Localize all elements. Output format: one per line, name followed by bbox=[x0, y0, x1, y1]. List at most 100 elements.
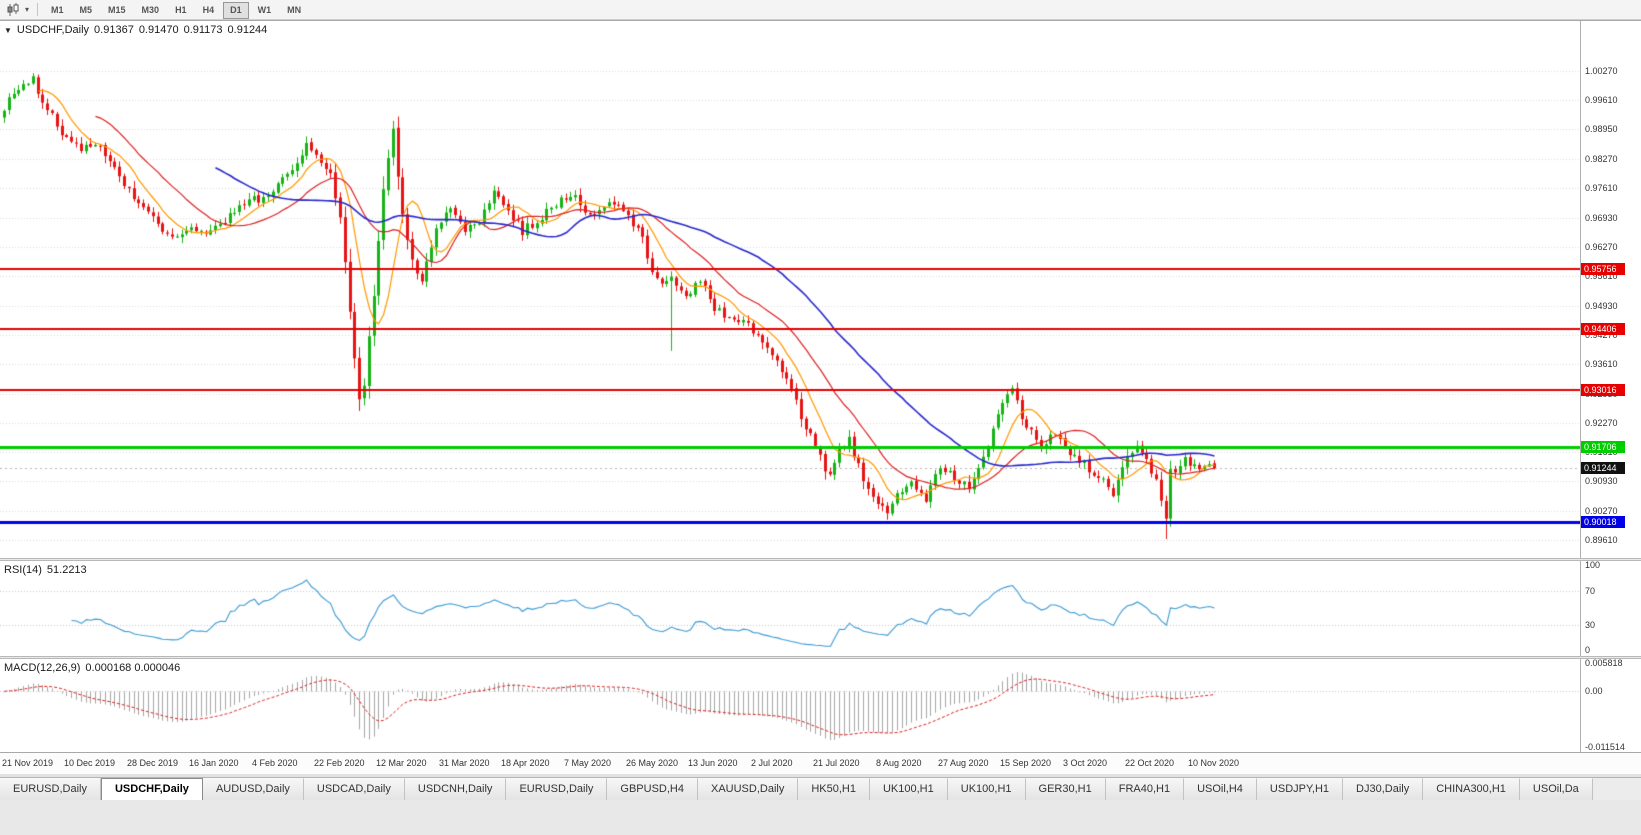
time-axis-label: 16 Jan 2020 bbox=[189, 758, 239, 768]
rsi-title: RSI(14) 51.2213 bbox=[4, 564, 87, 576]
time-axis-label: 4 Feb 2020 bbox=[252, 758, 298, 768]
time-axis-label: 15 Sep 2020 bbox=[1000, 758, 1052, 768]
timeframe-button-mn[interactable]: MN bbox=[287, 5, 302, 15]
chart-tab-uk100-h1[interactable]: UK100,H1 bbox=[947, 778, 1026, 800]
time-axis-label: 22 Feb 2020 bbox=[314, 758, 365, 768]
rsi-indicator-label: RSI(14) bbox=[4, 564, 42, 576]
chart-tab-eurusd-daily[interactable]: EURUSD,Daily bbox=[506, 778, 608, 800]
ohlc-high-value: 0.91470 bbox=[138, 24, 179, 36]
price-axis-tick: 0.95610 bbox=[1585, 270, 1618, 281]
pane-splitter-macd[interactable] bbox=[0, 656, 1641, 659]
chart-tab-usdchf-daily[interactable]: USDCHF,Daily bbox=[100, 778, 203, 800]
time-axis-label: 2 Jul 2020 bbox=[751, 758, 793, 768]
price-axis-tick: 0.94930 bbox=[1585, 300, 1618, 311]
time-axis-label: 10 Dec 2019 bbox=[64, 758, 116, 768]
rsi-chart-canvas[interactable] bbox=[0, 561, 1580, 656]
time-axis-label: 18 Apr 2020 bbox=[501, 758, 550, 768]
chart-tab-hk50-h1[interactable]: HK50,H1 bbox=[798, 778, 870, 800]
timeframe-button-m30[interactable]: M30 bbox=[141, 5, 160, 15]
price-axis-tick: 0.90270 bbox=[1585, 505, 1618, 516]
hline-price-tag: 0.93016 bbox=[1581, 383, 1625, 396]
time-axis-label: 28 Dec 2019 bbox=[127, 758, 179, 768]
chart-tab-audusd-daily[interactable]: AUDUSD,Daily bbox=[202, 778, 304, 800]
timeframe-button-h1[interactable]: H1 bbox=[175, 5, 187, 15]
hline-price-tag: 0.95756 bbox=[1581, 263, 1625, 276]
chart-tab-dj30-daily[interactable]: DJ30,Daily bbox=[1343, 778, 1424, 800]
timeframe-button-m5[interactable]: M5 bbox=[79, 5, 93, 15]
price-axis-tick: 0.98270 bbox=[1585, 153, 1618, 164]
chart-tab-gbpusd-h4[interactable]: GBPUSD,H4 bbox=[607, 778, 698, 800]
candlestick-chart-type-icon[interactable] bbox=[4, 2, 22, 18]
chart-symbol-label: USDCHF,Daily bbox=[16, 24, 90, 36]
macd-pane: MACD(12,26,9) 0.000168 0.000046 0.005818… bbox=[0, 658, 1641, 752]
time-axis-label: 26 May 2020 bbox=[626, 758, 679, 768]
ohlc-open-value: 0.91367 bbox=[94, 24, 134, 36]
chart-tab-uk100-h1[interactable]: UK100,H1 bbox=[869, 778, 948, 800]
price-chart-canvas[interactable] bbox=[0, 21, 1580, 558]
macd-axis[interactable]: 0.005818 0.00 -0.011514 bbox=[1580, 658, 1641, 752]
price-axis[interactable]: 1.00270 0.99610 0.98950 0.98270 0.97610 0.969… bbox=[1580, 21, 1641, 558]
price-axis-tick: 0.96930 bbox=[1585, 212, 1618, 223]
macd-axis-tick: -0.011514 bbox=[1585, 742, 1625, 752]
chart-tab-usdcnh-daily[interactable]: USDCNH,Daily bbox=[404, 778, 507, 800]
chart-tab-usdcad-daily[interactable]: USDCAD,Daily bbox=[303, 778, 405, 800]
time-axis-label: 8 Aug 2020 bbox=[876, 758, 922, 768]
macd-axis-tick: 0.005818 bbox=[1585, 658, 1623, 668]
rsi-axis-tick: 0 bbox=[1585, 645, 1591, 655]
rsi-axis-tick: 70 bbox=[1585, 585, 1596, 596]
price-axis-tick: 0.92270 bbox=[1585, 417, 1618, 428]
chart-tab-ger30-h1[interactable]: GER30,H1 bbox=[1025, 778, 1106, 800]
chart-type-dropdown-icon[interactable]: ▾ bbox=[24, 5, 29, 14]
chart-tab-eurusd-daily[interactable]: EURUSD,Daily bbox=[0, 778, 101, 800]
price-axis-tick: 0.93610 bbox=[1585, 358, 1618, 369]
time-axis-label: 27 Aug 2020 bbox=[938, 758, 989, 768]
chart-tab-usdjpy-h1[interactable]: USDJPY,H1 bbox=[1256, 778, 1344, 800]
timeframe-button-d1[interactable]: D1 bbox=[223, 2, 249, 19]
chart-toolbar: ▾ M1 M5 M15 M30 H1 H4 D1 W1 MN bbox=[0, 0, 1641, 20]
price-axis-tick: 0.89610 bbox=[1585, 534, 1618, 545]
time-axis[interactable]: 21 Nov 2019 10 Dec 2019 28 Dec 2019 16 Jan … bbox=[0, 752, 1641, 775]
timeframe-button-w1[interactable]: W1 bbox=[257, 5, 272, 15]
time-axis-label: 3 Oct 2020 bbox=[1063, 758, 1108, 768]
hline-price-tag: 0.94406 bbox=[1581, 322, 1625, 335]
hline-price-tag: 0.91706 bbox=[1581, 441, 1625, 454]
hline-price-tag: 0.90018 bbox=[1581, 515, 1625, 528]
bottom-filler bbox=[0, 800, 1641, 835]
chart-tab-usoil-da[interactable]: USOil,Da bbox=[1519, 778, 1593, 800]
chart-tab-xauusd-daily[interactable]: XAUUSD,Daily bbox=[697, 778, 799, 800]
price-axis-tick: 0.99610 bbox=[1585, 94, 1618, 105]
ohlc-low-value: 0.91173 bbox=[183, 24, 223, 36]
chart-tabs-bar: EURUSD,Daily USDCHF,Daily AUDUSD,Daily USDC… bbox=[0, 777, 1641, 800]
macd-axis-tick: 0.00 bbox=[1585, 686, 1603, 697]
rsi-axis-tick: 30 bbox=[1585, 619, 1596, 630]
timeframe-button-m1[interactable]: M1 bbox=[51, 5, 64, 15]
chart-tab-usoil-h4[interactable]: USOil,H4 bbox=[1184, 778, 1257, 800]
current-price-tag: 0.91244 bbox=[1581, 461, 1625, 474]
rsi-current-value: 51.2213 bbox=[46, 564, 87, 576]
price-pane: ▼ USDCHF,Daily 0.91367 0.91470 0.91173 0… bbox=[0, 21, 1641, 558]
time-axis-label: 21 Nov 2019 bbox=[2, 758, 54, 768]
macd-indicator-label: MACD(12,26,9) bbox=[4, 662, 81, 674]
timeframe-button-m15[interactable]: M15 bbox=[108, 5, 126, 15]
timeframe-button-group: M1 M5 M15 M30 H1 H4 D1 W1 MN bbox=[43, 0, 309, 19]
chart-tab-fra40-h1[interactable]: FRA40,H1 bbox=[1105, 778, 1185, 800]
chart-title: ▼ USDCHF,Daily 0.91367 0.91470 0.91173 0… bbox=[4, 24, 267, 36]
macd-current-values: 0.000168 0.000046 bbox=[85, 662, 181, 674]
rsi-axis-tick: 100 bbox=[1585, 560, 1601, 570]
rsi-axis[interactable]: 100 70 30 0 bbox=[1580, 560, 1641, 656]
price-axis-tick: 0.97610 bbox=[1585, 182, 1618, 193]
rsi-pane: RSI(14) 51.2213 100 70 30 0 bbox=[0, 560, 1641, 656]
price-axis-tick: 0.90930 bbox=[1585, 476, 1618, 487]
time-axis-label: 13 Jun 2020 bbox=[688, 758, 738, 768]
chart-context-dropdown-icon[interactable]: ▼ bbox=[4, 25, 12, 35]
pane-splitter-rsi[interactable] bbox=[0, 558, 1641, 561]
timeframe-button-h4[interactable]: H4 bbox=[202, 5, 215, 15]
candlestick-glyph bbox=[7, 2, 19, 16]
chart-tab-china300-h1[interactable]: CHINA300,H1 bbox=[1423, 778, 1520, 800]
price-axis-tick: 1.00270 bbox=[1585, 65, 1618, 76]
ohlc-close-value: 0.91244 bbox=[227, 24, 268, 36]
macd-chart-canvas[interactable] bbox=[0, 659, 1580, 752]
time-axis-label: 22 Oct 2020 bbox=[1125, 758, 1175, 768]
time-axis-label: 21 Jul 2020 bbox=[813, 758, 860, 768]
